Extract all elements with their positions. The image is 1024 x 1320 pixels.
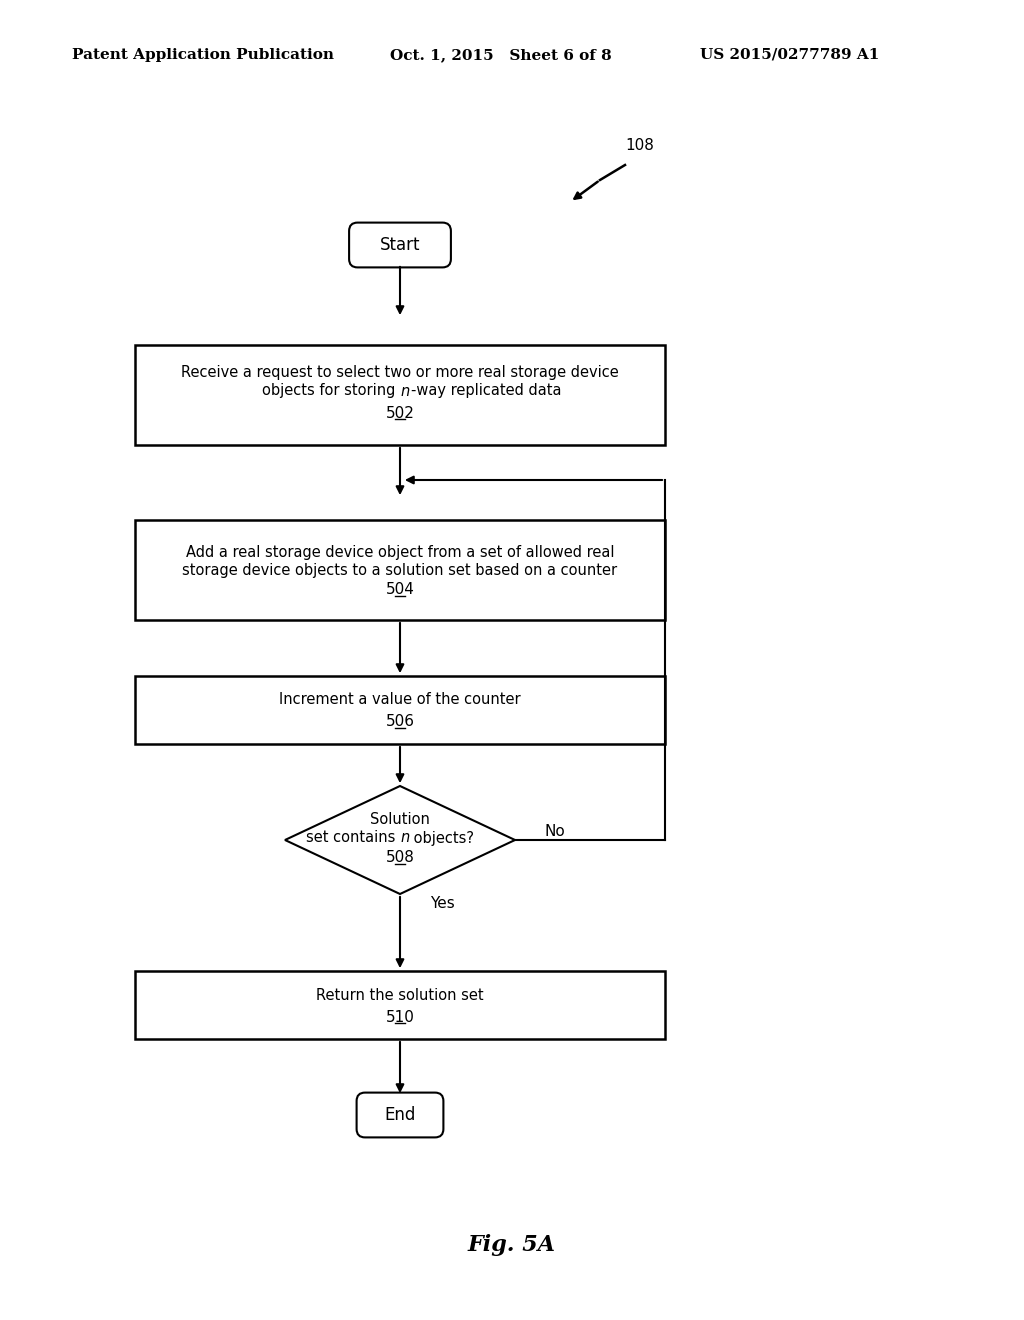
Text: Receive a request to select two or more real storage device: Receive a request to select two or more …: [181, 366, 618, 380]
Text: set contains: set contains: [306, 830, 400, 846]
Text: n: n: [400, 830, 410, 846]
Polygon shape: [285, 785, 515, 894]
Bar: [135, 345, 665, 445]
Text: Fig. 5A: Fig. 5A: [468, 1234, 556, 1257]
FancyBboxPatch shape: [356, 1093, 443, 1138]
Text: Solution: Solution: [370, 813, 430, 828]
Text: 508: 508: [386, 850, 415, 866]
Text: storage device objects to a solution set based on a counter: storage device objects to a solution set…: [182, 562, 617, 578]
Text: Start: Start: [380, 236, 420, 253]
Text: Increment a value of the counter: Increment a value of the counter: [280, 693, 521, 708]
Text: n: n: [400, 384, 410, 399]
Text: -way replicated data: -way replicated data: [411, 384, 561, 399]
Text: Oct. 1, 2015   Sheet 6 of 8: Oct. 1, 2015 Sheet 6 of 8: [390, 48, 611, 62]
Bar: [135, 520, 665, 620]
Text: Yes: Yes: [430, 895, 455, 911]
Text: 108: 108: [626, 137, 654, 153]
Text: US 2015/0277789 A1: US 2015/0277789 A1: [700, 48, 880, 62]
FancyBboxPatch shape: [349, 223, 451, 268]
Text: No: No: [545, 825, 565, 840]
Text: 504: 504: [386, 582, 415, 598]
Bar: [135, 972, 665, 1039]
Text: Add a real storage device object from a set of allowed real: Add a real storage device object from a …: [185, 544, 614, 560]
Text: 506: 506: [385, 714, 415, 730]
Text: 510: 510: [386, 1010, 415, 1024]
Text: 502: 502: [386, 405, 415, 421]
Text: End: End: [384, 1106, 416, 1125]
Text: Patent Application Publication: Patent Application Publication: [72, 48, 334, 62]
Text: objects for storing: objects for storing: [262, 384, 400, 399]
Bar: [135, 676, 665, 744]
Text: Return the solution set: Return the solution set: [316, 987, 483, 1002]
Text: objects?: objects?: [409, 830, 474, 846]
